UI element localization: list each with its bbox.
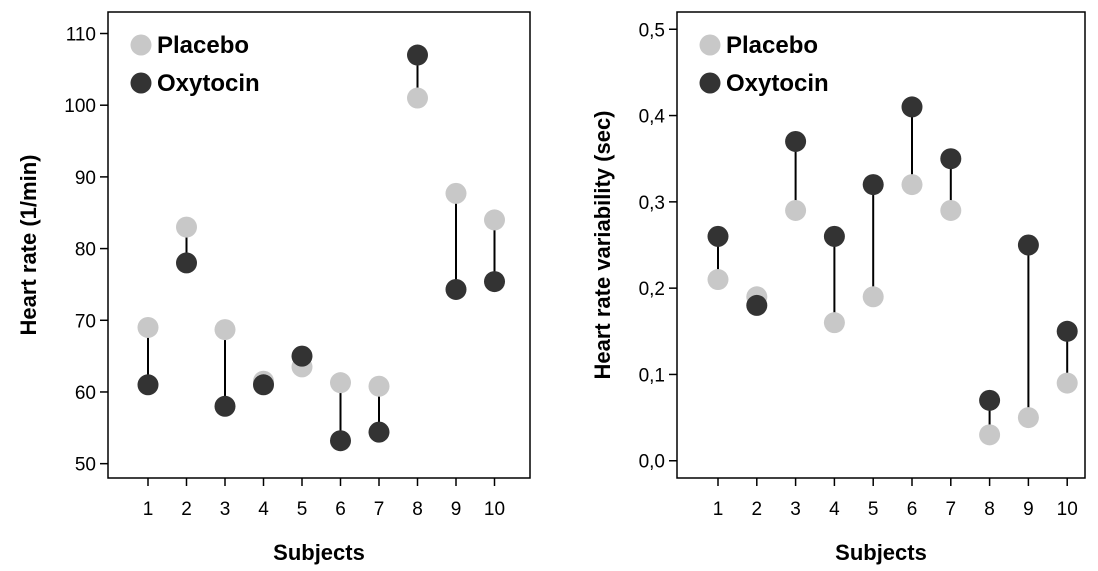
legend-marker-placebo bbox=[130, 34, 152, 56]
x-tick-label: 10 bbox=[484, 499, 505, 520]
oxytocin-point bbox=[137, 374, 159, 396]
x-tick-label: 7 bbox=[946, 499, 957, 520]
oxytocin-point bbox=[445, 278, 467, 300]
x-tick-label: 1 bbox=[713, 499, 724, 520]
y-tick-label: 50 bbox=[75, 455, 96, 476]
placebo-point bbox=[785, 199, 807, 221]
oxytocin-point bbox=[1017, 234, 1039, 256]
oxytocin-point bbox=[979, 389, 1001, 411]
oxytocin-point bbox=[901, 96, 923, 118]
x-tick-label: 9 bbox=[451, 499, 462, 520]
placebo-point bbox=[1056, 372, 1078, 394]
legend-marker-placebo bbox=[699, 34, 721, 56]
x-tick-label: 3 bbox=[220, 499, 231, 520]
placebo-point bbox=[176, 216, 197, 238]
y-tick-label: 110 bbox=[66, 25, 96, 46]
oxytocin-point bbox=[253, 374, 274, 396]
x-axis-title: Subjects bbox=[273, 540, 365, 565]
x-tick-label: 8 bbox=[984, 499, 995, 520]
y-axis-title: Heart rate variability (sec) bbox=[590, 110, 615, 379]
placebo-point bbox=[979, 424, 1001, 446]
x-tick-label: 6 bbox=[335, 499, 346, 520]
y-tick-label: 0,5 bbox=[639, 20, 665, 41]
y-tick-label: 0,4 bbox=[639, 107, 666, 128]
oxytocin-point bbox=[176, 252, 197, 274]
oxytocin-point bbox=[214, 395, 236, 417]
placebo-point bbox=[940, 199, 962, 221]
y-tick-label: 0,0 bbox=[639, 452, 665, 473]
y-tick-label: 0,2 bbox=[639, 279, 665, 300]
legend-marker-oxytocin bbox=[699, 72, 721, 94]
y-tick-label: 80 bbox=[75, 240, 96, 261]
placebo-point bbox=[901, 174, 923, 196]
placebo-point bbox=[407, 87, 428, 109]
placebo-point bbox=[1017, 407, 1039, 429]
y-tick-label: 90 bbox=[75, 168, 96, 189]
oxytocin-point bbox=[862, 174, 884, 196]
oxytocin-point bbox=[368, 421, 390, 443]
oxytocin-point bbox=[484, 271, 505, 293]
oxytocin-point bbox=[785, 130, 807, 152]
oxytocin-point bbox=[823, 225, 845, 247]
placebo-point bbox=[137, 316, 159, 338]
x-axis-title: Subjects bbox=[835, 540, 927, 565]
oxytocin-point bbox=[746, 294, 768, 316]
x-tick-label: 5 bbox=[297, 499, 308, 520]
placebo-point bbox=[445, 182, 467, 204]
y-tick-label: 100 bbox=[64, 96, 96, 117]
x-tick-label: 10 bbox=[1057, 499, 1078, 520]
legend-label-placebo: Placebo bbox=[157, 32, 249, 59]
heart-rate-chart: 50 60 70 80 90 100 110 1 2 3 4 5 6 7 8 9 10 Subjects Heart… bbox=[16, 11, 531, 565]
placebo-point bbox=[214, 319, 236, 341]
y-tick-label: 60 bbox=[75, 383, 96, 404]
legend-marker-oxytocin bbox=[130, 72, 152, 94]
oxytocin-point bbox=[330, 430, 351, 452]
x-tick-label: 4 bbox=[829, 499, 840, 520]
x-tick-label: 6 bbox=[907, 499, 918, 520]
x-tick-label: 2 bbox=[181, 499, 192, 520]
x-tick-label: 1 bbox=[143, 499, 154, 520]
placebo-point bbox=[368, 375, 390, 397]
oxytocin-point bbox=[1056, 320, 1078, 342]
y-tick-label: 70 bbox=[75, 311, 96, 332]
oxytocin-point bbox=[940, 148, 962, 170]
y-axis-title: Heart rate (1/min) bbox=[16, 155, 41, 336]
y-tick-label: 0,3 bbox=[639, 193, 665, 214]
legend-label-placebo: Placebo bbox=[726, 32, 818, 59]
plot-frame bbox=[676, 11, 1086, 479]
oxytocin-point bbox=[407, 44, 428, 66]
oxytocin-point bbox=[291, 345, 313, 367]
plot-frame bbox=[107, 11, 531, 479]
oxytocin-point bbox=[707, 225, 729, 247]
x-tick-label: 2 bbox=[752, 499, 763, 520]
x-tick-label: 3 bbox=[790, 499, 801, 520]
x-tick-label: 4 bbox=[258, 499, 269, 520]
placebo-point bbox=[330, 372, 351, 394]
placebo-point bbox=[823, 312, 845, 334]
legend-label-oxytocin: Oxytocin bbox=[726, 70, 829, 97]
x-tick-label: 8 bbox=[412, 499, 423, 520]
placebo-point bbox=[862, 286, 884, 308]
x-tick-label: 5 bbox=[868, 499, 879, 520]
heart-rate-variability-chart: 0,0 0,1 0,2 0,3 0,4 0,5 1 2 3 4 5 6 7 8 9 10 Subjects Hea… bbox=[590, 11, 1086, 565]
placebo-point bbox=[707, 269, 729, 291]
placebo-point bbox=[484, 209, 505, 231]
y-tick-label: 0,1 bbox=[639, 365, 665, 386]
legend-label-oxytocin: Oxytocin bbox=[157, 70, 260, 97]
x-tick-label: 7 bbox=[374, 499, 385, 520]
x-tick-label: 9 bbox=[1023, 499, 1034, 520]
